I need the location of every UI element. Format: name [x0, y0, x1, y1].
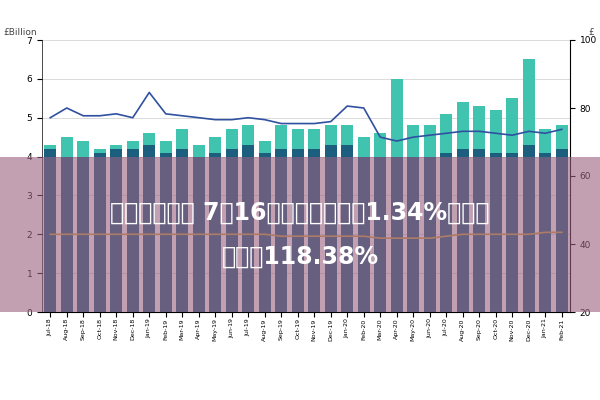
Bar: [473, 149, 485, 312]
Bar: [374, 133, 386, 156]
Bar: [407, 126, 419, 156]
Bar: [374, 156, 386, 312]
Bar: [127, 141, 139, 149]
Bar: [143, 133, 155, 145]
Bar: [539, 153, 551, 312]
Bar: [44, 149, 56, 312]
Bar: [242, 145, 254, 312]
Bar: [523, 60, 535, 145]
Bar: [556, 126, 568, 149]
Bar: [473, 106, 485, 149]
Bar: [440, 114, 452, 153]
Bar: [160, 153, 172, 312]
Bar: [259, 141, 271, 153]
Bar: [440, 153, 452, 312]
Bar: [506, 153, 518, 312]
Bar: [193, 156, 205, 312]
Bar: [506, 98, 518, 153]
Bar: [391, 79, 403, 156]
Bar: [407, 156, 419, 312]
Bar: [292, 149, 304, 312]
Bar: [193, 145, 205, 156]
Bar: [176, 129, 188, 149]
Bar: [259, 153, 271, 312]
Bar: [61, 137, 73, 156]
Bar: [358, 156, 370, 312]
Text: £: £: [588, 28, 594, 37]
Bar: [110, 149, 122, 312]
Bar: [490, 153, 502, 312]
Bar: [424, 126, 436, 156]
Bar: [424, 156, 436, 312]
Bar: [94, 149, 106, 153]
Bar: [44, 145, 56, 149]
Bar: [358, 137, 370, 156]
Bar: [275, 126, 287, 149]
Bar: [226, 149, 238, 312]
Bar: [77, 141, 89, 156]
Bar: [523, 145, 535, 312]
Bar: [539, 129, 551, 153]
Bar: [242, 126, 254, 145]
Bar: [226, 129, 238, 149]
Bar: [209, 153, 221, 312]
Bar: [325, 145, 337, 312]
Bar: [308, 129, 320, 149]
Text: £Billion: £Billion: [3, 28, 37, 37]
Bar: [209, 137, 221, 153]
Bar: [94, 153, 106, 312]
Bar: [341, 145, 353, 312]
Bar: [61, 156, 73, 312]
Bar: [275, 149, 287, 312]
Bar: [490, 110, 502, 153]
Bar: [127, 149, 139, 312]
Bar: [176, 149, 188, 312]
Bar: [391, 156, 403, 312]
Bar: [341, 126, 353, 145]
Bar: [308, 149, 320, 312]
Bar: [143, 145, 155, 312]
Bar: [110, 145, 122, 149]
Bar: [292, 129, 304, 149]
Bar: [77, 156, 89, 312]
Bar: [325, 126, 337, 145]
Text: 网上平台配资 7月16日双良转失下跌1.34%，转股: 网上平台配资 7月16日双良转失下跌1.34%，转股: [110, 200, 490, 224]
Bar: [160, 141, 172, 153]
Text: 溢价率118.38%: 溢价率118.38%: [221, 244, 379, 268]
Bar: [457, 102, 469, 149]
Bar: [556, 149, 568, 312]
Bar: [457, 149, 469, 312]
